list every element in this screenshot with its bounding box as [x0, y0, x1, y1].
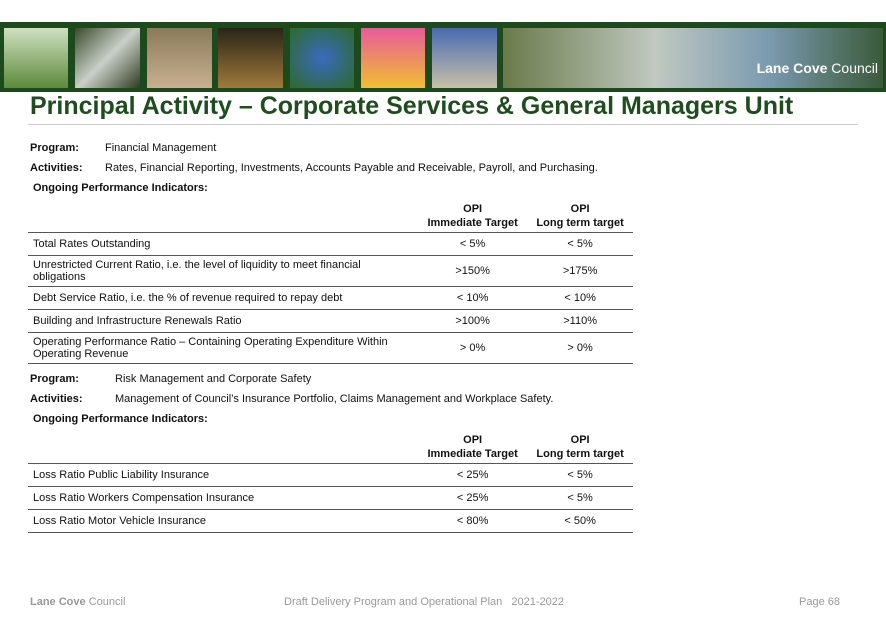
table-cell: > 0%	[418, 332, 528, 364]
program-label: Program:	[30, 142, 79, 154]
table-cell: Loss Ratio Workers Compensation Insuranc…	[28, 486, 418, 510]
table-cell: Total Rates Outstanding	[28, 232, 418, 256]
photo	[218, 28, 283, 88]
table-row: Loss Ratio Public Liability Insurance < 2…	[28, 463, 633, 487]
table-cell: Unrestricted Current Ratio, i.e. the lev…	[28, 255, 418, 287]
indicator-table: OPI Immediate Target OPI Long term target Lo…	[28, 429, 633, 533]
photo	[503, 28, 883, 88]
header-cell: OPI Immediate Target	[418, 198, 528, 233]
brand-rest: Council	[831, 60, 878, 76]
program: Financial Management	[105, 142, 217, 154]
activities-label: Activities:	[30, 393, 83, 405]
header-cell	[28, 198, 418, 233]
table-cell: Debt Service Ratio, i.e. the % of revenu…	[28, 286, 418, 310]
table-cell: >110%	[527, 309, 633, 333]
table-row: Building and Infrastructure Renewals Rat…	[28, 309, 633, 333]
table-cell: Operating Performance Ratio – Containing…	[28, 332, 418, 364]
program-line: Program: Risk Management and Corporate Sa…	[30, 369, 650, 389]
table-row: Loss Ratio Workers Compensation Insuranc…	[28, 486, 633, 510]
table-cell: < 5%	[527, 463, 633, 487]
header-text: OPI	[570, 203, 590, 215]
footer-org: Lane Cove	[30, 596, 86, 608]
header-row: OPI Immediate Target OPI Long term target	[28, 198, 633, 233]
indicators-heading: Ongoing Performance Indicators:	[33, 413, 208, 425]
table-cell: < 5%	[527, 232, 633, 256]
activities-line: Activities: Management of Council’s Insur…	[30, 389, 650, 409]
activities-line: Activities: Rates, Financial Reporting, I…	[30, 158, 650, 178]
activities-label: Activities:	[30, 162, 83, 174]
photo	[4, 28, 68, 88]
table-cell: Loss Ratio Motor Vehicle Insurance	[28, 509, 418, 533]
header-text: OPI	[463, 203, 483, 215]
table-cell: < 10%	[527, 286, 633, 310]
header-cell	[28, 429, 418, 464]
header-text: OPI	[463, 434, 483, 446]
section: Program: Financial Management Activities: R…	[28, 138, 650, 364]
activities: Rates, Financial Reporting, Investments,…	[105, 162, 598, 174]
table-cell: < 25%	[418, 486, 528, 510]
header-text: Long term target	[536, 448, 624, 460]
table-cell: < 25%	[418, 463, 528, 487]
section: Program: Risk Management and Corporate Sa…	[28, 369, 650, 533]
table-cell: >175%	[527, 255, 633, 287]
footer-org: Council	[88, 596, 126, 608]
table-cell: Loss Ratio Public Liability Insurance	[28, 463, 418, 487]
table-cell: < 10%	[418, 286, 528, 310]
banner: Lane Cove Council	[0, 22, 886, 92]
table-cell: > 0%	[527, 332, 633, 364]
header-text: OPI	[570, 434, 590, 446]
activities: Management of Council’s Insurance Portfo…	[115, 393, 554, 405]
table-cell: < 5%	[418, 232, 528, 256]
header-row: OPI Immediate Target OPI Long term target	[28, 429, 633, 464]
title: Principal Activity – Corporate Services …	[30, 92, 794, 120]
header-cell: OPI Long term target	[527, 198, 633, 233]
table-row: Unrestricted Current Ratio, i.e. the lev…	[28, 255, 633, 287]
program: Risk Management and Corporate Safety	[115, 373, 312, 385]
table-cell: < 5%	[527, 486, 633, 510]
footer-page: Page 68	[799, 596, 840, 608]
table-row: Total Rates Outstanding < 5% < 5%	[28, 232, 633, 256]
program-line: Program: Financial Management	[30, 138, 650, 158]
photo	[75, 28, 140, 88]
indicators-heading: Ongoing Performance Indicators:	[33, 182, 208, 194]
brand: Lane Cove Council	[757, 60, 878, 76]
table-row: Loss Ratio Motor Vehicle Insurance < 80% <…	[28, 509, 633, 533]
rule	[28, 124, 858, 125]
header-cell: OPI Long term target	[527, 429, 633, 464]
photo	[361, 28, 425, 88]
table-cell: Building and Infrastructure Renewals Rat…	[28, 309, 418, 333]
photo	[432, 28, 497, 88]
table-cell: >100%	[418, 309, 528, 333]
brand-bold: Lane Cove	[756, 60, 828, 76]
indicator-table: OPI Immediate Target OPI Long term target To…	[28, 198, 633, 364]
table-cell: >150%	[418, 255, 528, 287]
table-row: Debt Service Ratio, i.e. the % of revenu…	[28, 286, 633, 310]
header-text: Long term target	[536, 217, 624, 229]
table-cell: < 80%	[418, 509, 528, 533]
table-cell: < 50%	[527, 509, 633, 533]
header-text: Immediate Target	[427, 217, 518, 229]
header-text: Immediate Target	[427, 448, 518, 460]
program-label: Program:	[30, 373, 79, 385]
footer-document: Draft Delivery Program and Operational P…	[284, 596, 565, 608]
photo	[290, 28, 354, 88]
photo	[147, 28, 212, 88]
table-row: Operating Performance Ratio – Containing…	[28, 332, 633, 364]
header-cell: OPI Immediate Target	[418, 429, 528, 464]
